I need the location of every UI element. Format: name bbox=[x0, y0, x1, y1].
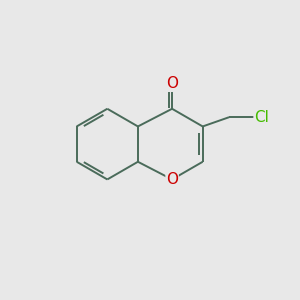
Text: O: O bbox=[166, 172, 178, 187]
Text: Cl: Cl bbox=[254, 110, 269, 125]
Text: O: O bbox=[166, 76, 178, 91]
